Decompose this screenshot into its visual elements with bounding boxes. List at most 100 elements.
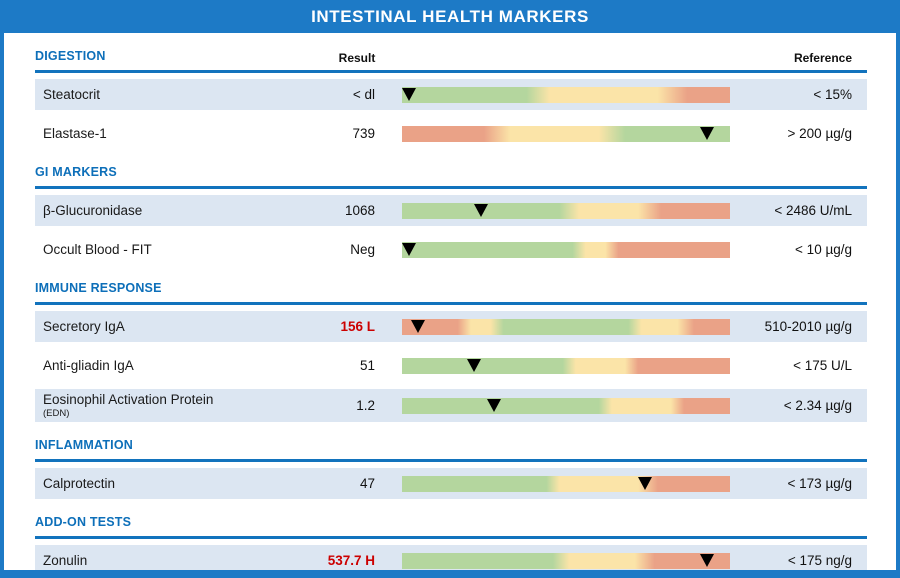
report-title: INTESTINAL HEALTH MARKERS (311, 6, 589, 26)
marker-triangle-icon (467, 358, 482, 372)
reference-value: > 200 µg/g (787, 126, 852, 141)
section-header: IMMUNE RESPONSE (35, 279, 867, 305)
test-name-text: Eosinophil Activation Protein (43, 392, 214, 407)
test-name-text: Elastase-1 (43, 125, 107, 141)
test-name: Zonulin (43, 553, 300, 569)
range-bar (402, 552, 730, 569)
range-gradient-bar (402, 125, 730, 142)
section-gi-markers: GI MARKERS β-Glucuronidase 1068 < 2486 U/mL… (35, 163, 867, 265)
marker-triangle-icon (700, 553, 715, 567)
test-row-secretory-iga: Secretory IgA 156 L 510-2010 µg/g (35, 311, 867, 342)
range-gradient-bar (402, 357, 730, 374)
reference-value: < 175 U/L (793, 358, 852, 373)
range-gradient-bar (402, 552, 730, 569)
section-digestion: DIGESTION Result Reference Steatocrit < dl < … (35, 47, 867, 149)
test-name: Anti-gliadin IgA (43, 358, 300, 374)
range-bar (402, 475, 730, 492)
test-row-glucuronidase: β-Glucuronidase 1068 < 2486 U/mL (35, 195, 867, 226)
test-name: Calprotectin (43, 476, 300, 492)
range-bar (402, 125, 730, 142)
range-gradient-bar (402, 241, 730, 258)
marker-triangle-icon (473, 203, 488, 217)
test-name: β-Glucuronidase (43, 203, 300, 219)
section-add-on-tests: ADD-ON TESTS Zonulin 537.7 H < 175 ng/g (35, 513, 867, 570)
reference-value: < 175 ng/g (787, 553, 852, 569)
range-bar (401, 241, 730, 258)
test-result: 156 L (340, 319, 375, 334)
marker-triangle-icon (411, 319, 426, 333)
reference-value: < 173 µg/g (787, 476, 852, 492)
bar-cell (375, 318, 730, 335)
test-name: Secretory IgA (43, 319, 300, 335)
test-name: Steatocrit (43, 87, 300, 103)
range-gradient-bar (402, 318, 730, 335)
test-result: 47 (359, 476, 375, 492)
marker-triangle-icon (401, 242, 416, 256)
column-header-reference: Reference (793, 51, 852, 65)
test-row-eosinophil-activation-protein: Eosinophil Activation Protein (EDN) 1.2 < 2… (35, 389, 867, 423)
test-result: 537.7 H (327, 553, 375, 569)
range-bar (402, 318, 730, 335)
bar-cell (375, 202, 730, 219)
test-result: 1068 (344, 203, 375, 218)
section-title: INFLAMMATION (35, 438, 133, 453)
section-title: GI MARKERS (35, 165, 117, 179)
test-name-text: Secretory IgA (43, 318, 125, 334)
test-row-anti-gliadin-iga: Anti-gliadin IgA 51 < 175 U/L (35, 350, 867, 381)
test-row-occult-blood-fit: Occult Blood - FIT Neg < 10 µg/g (35, 234, 867, 265)
test-name: Eosinophil Activation Protein (EDN) (43, 392, 300, 419)
range-bar (402, 397, 730, 414)
test-result: < dl (352, 87, 375, 102)
bar-cell (375, 357, 730, 374)
test-name-text: Zonulin (43, 553, 88, 569)
range-gradient-bar (402, 397, 730, 414)
section-title: DIGESTION (35, 49, 106, 63)
test-name-text: Occult Blood - FIT (43, 241, 152, 257)
reference-value: < 10 µg/g (795, 242, 852, 257)
test-result: 1.2 (356, 398, 375, 414)
test-name-text: Calprotectin (43, 476, 116, 492)
column-header-result: Result (338, 51, 376, 65)
section-title: ADD-ON TESTS (35, 515, 132, 530)
bar-cell (375, 241, 730, 258)
report-title-bar: INTESTINAL HEALTH MARKERS (4, 0, 896, 33)
test-result: 739 (352, 126, 375, 141)
bar-cell (375, 86, 730, 103)
test-row-elastase-1: Elastase-1 739 > 200 µg/g (35, 118, 867, 149)
test-row-steatocrit: Steatocrit < dl < 15% (35, 79, 867, 110)
section-title: IMMUNE RESPONSE (35, 281, 162, 295)
test-result: 51 (359, 358, 375, 373)
test-name-text: Anti-gliadin IgA (43, 357, 134, 373)
marker-triangle-icon (401, 87, 416, 101)
test-subtext: (EDN) (43, 407, 70, 419)
marker-triangle-icon (637, 476, 652, 490)
bar-cell (375, 552, 730, 569)
bar-cell (375, 475, 730, 492)
section-header: DIGESTION Result Reference (35, 47, 867, 73)
section-immune-response: IMMUNE RESPONSE Secretory IgA 156 L 510-201… (35, 279, 867, 423)
section-header: GI MARKERS (35, 163, 867, 189)
test-name-text: β-Glucuronidase (43, 202, 143, 218)
range-bar (402, 202, 730, 219)
test-name-text: Steatocrit (43, 86, 101, 102)
range-gradient-bar (402, 202, 730, 219)
sections-container: DIGESTION Result Reference Steatocrit < dl < … (35, 47, 867, 570)
test-row-calprotectin: Calprotectin 47 < 173 µg/g (35, 468, 867, 500)
section-inflammation: INFLAMMATION Calprotectin 47 < 173 µg/g (35, 436, 867, 500)
reference-value: 510-2010 µg/g (764, 319, 852, 334)
test-result: Neg (350, 242, 375, 257)
bar-cell (375, 125, 730, 142)
range-gradient-bar (402, 86, 730, 103)
test-name: Elastase-1 (43, 126, 300, 142)
test-row-zonulin: Zonulin 537.7 H < 175 ng/g (35, 545, 867, 570)
section-header: ADD-ON TESTS (35, 513, 867, 540)
range-gradient-bar (402, 475, 730, 492)
report-body: DIGESTION Result Reference Steatocrit < dl < … (4, 33, 896, 570)
range-bar (402, 357, 730, 374)
range-bar (401, 86, 730, 103)
reference-value: < 2.34 µg/g (783, 398, 852, 414)
section-header: INFLAMMATION (35, 436, 867, 463)
reference-value: < 2486 U/mL (774, 203, 852, 218)
reference-value: < 15% (813, 87, 852, 102)
